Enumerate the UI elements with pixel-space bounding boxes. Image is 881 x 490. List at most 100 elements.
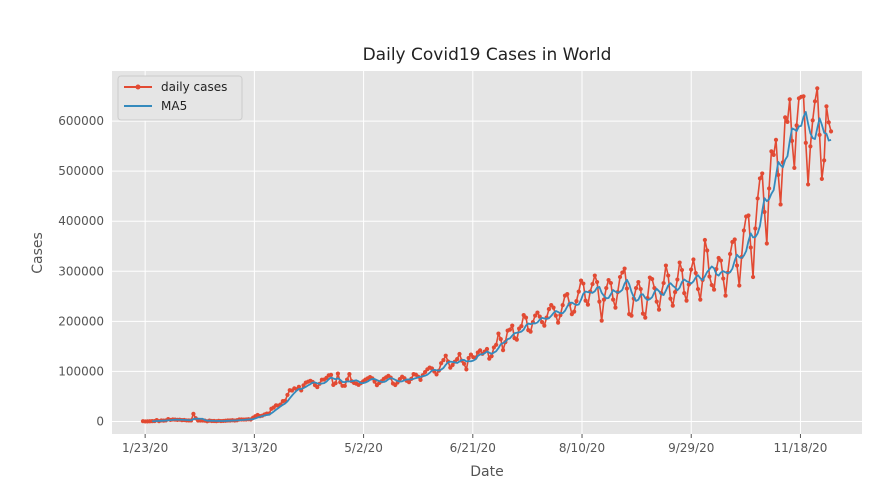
daily-cases-point (484, 346, 490, 352)
daily-cases-point (494, 342, 499, 347)
legend-daily-label: daily cases (161, 80, 227, 94)
daily-cases-point (702, 237, 707, 243)
daily-cases-point (450, 362, 455, 368)
y-tick-label: 500000 (58, 164, 104, 178)
x-tick-label: 1/23/20 (122, 441, 168, 455)
daily-cases-point (441, 358, 446, 363)
daily-cases-point (753, 226, 758, 231)
daily-cases-point (590, 281, 595, 287)
daily-cases-point (455, 357, 460, 362)
x-tick-labels: 1/23/20 3/13/20 5/2/20 6/21/20 8/10/20 9/29/2… (122, 434, 827, 455)
daily-cases-point (682, 290, 687, 296)
x-tick-label: 3/13/20 (231, 441, 277, 455)
daily-cases-point (776, 172, 781, 178)
y-tick-label: 300000 (58, 264, 104, 278)
daily-cases-point (721, 276, 726, 281)
daily-cases-point (675, 277, 680, 282)
daily-cases-point (654, 299, 659, 304)
daily-cases-point (342, 383, 347, 388)
daily-cases-point (695, 286, 701, 292)
daily-cases-point (677, 260, 682, 265)
legend: daily cases MA5 (117, 75, 243, 121)
daily-cases-point (728, 251, 733, 257)
daily-cases-point (611, 297, 616, 302)
daily-cases-point (723, 293, 728, 298)
daily-cases-point (560, 303, 565, 308)
daily-cases-point (787, 97, 792, 102)
daily-cases-point (826, 120, 831, 125)
daily-cases-point (693, 270, 698, 276)
daily-cases-point (806, 182, 811, 187)
daily-cases-point (666, 273, 671, 278)
daily-cases-point (767, 186, 772, 191)
daily-cases-point (620, 270, 625, 275)
daily-cases-point (707, 274, 712, 279)
x-tick-label: 6/21/20 (450, 441, 496, 455)
daily-cases-point (636, 279, 641, 285)
daily-cases-point (822, 158, 827, 163)
daily-cases-point (771, 152, 776, 157)
daily-cases-point (785, 119, 790, 124)
ma5-line (152, 111, 832, 423)
x-tick-label: 8/10/20 (559, 441, 605, 455)
daily-cases-point (801, 94, 806, 99)
daily-cases-point (810, 118, 815, 123)
y-axis-label: Cases (30, 232, 46, 274)
daily-cases-point (760, 171, 765, 176)
daily-cases-point (537, 314, 542, 319)
daily-cases-point (592, 273, 597, 278)
daily-cases-point (406, 380, 412, 385)
daily-cases-point (670, 303, 675, 308)
daily-cases-point (794, 123, 799, 128)
daily-cases-point (604, 285, 609, 291)
daily-cases-point (640, 311, 646, 316)
daily-cases-point (668, 296, 673, 301)
daily-cases-point (464, 367, 469, 372)
daily-cases-point (803, 140, 808, 145)
daily-cases-point (301, 383, 306, 388)
legend-daily-marker (135, 84, 141, 90)
daily-cases-point (576, 289, 581, 294)
daily-cases-point (578, 278, 584, 283)
daily-cases-point (422, 369, 428, 375)
daily-cases-point (764, 241, 769, 246)
daily-cases-point (633, 285, 639, 291)
x-tick-label: 9/29/20 (668, 441, 714, 455)
daily-cases-point (629, 313, 634, 318)
daily-cases-point (828, 129, 834, 134)
daily-cases-point (689, 267, 694, 272)
daily-cases-point (691, 257, 696, 262)
daily-cases-point (510, 323, 515, 328)
x-tick-label: 5/2/20 (344, 441, 383, 455)
daily-cases-point (672, 289, 678, 295)
daily-cases-point (434, 372, 439, 377)
daily-cases-point (347, 372, 352, 377)
daily-cases-point (789, 138, 795, 143)
daily-cases-point (335, 371, 341, 376)
daily-cases-point (741, 228, 746, 233)
daily-cases-point (819, 176, 824, 182)
daily-cases-point (606, 277, 611, 283)
daily-cases-point (783, 115, 788, 120)
daily-cases-point (778, 202, 783, 207)
daily-cases-point (574, 298, 579, 304)
daily-cases-point (709, 282, 714, 288)
daily-cases-point (599, 318, 604, 323)
daily-cases-point (817, 132, 822, 137)
daily-cases-point (597, 299, 602, 304)
y-tick-label: 600000 (58, 114, 104, 128)
daily-cases-point (684, 298, 689, 303)
daily-cases-point (523, 315, 529, 320)
daily-cases-point (500, 348, 506, 353)
daily-cases-point (333, 381, 338, 386)
daily-cases-point (656, 307, 662, 312)
daily-cases-point (296, 384, 302, 389)
grid (112, 71, 862, 434)
daily-cases-point (191, 411, 196, 416)
daily-cases-point (583, 298, 588, 303)
daily-cases-point (328, 372, 334, 377)
daily-cases-point (565, 291, 570, 297)
y-tick-label: 400000 (58, 214, 104, 228)
daily-cases-point (661, 280, 666, 286)
